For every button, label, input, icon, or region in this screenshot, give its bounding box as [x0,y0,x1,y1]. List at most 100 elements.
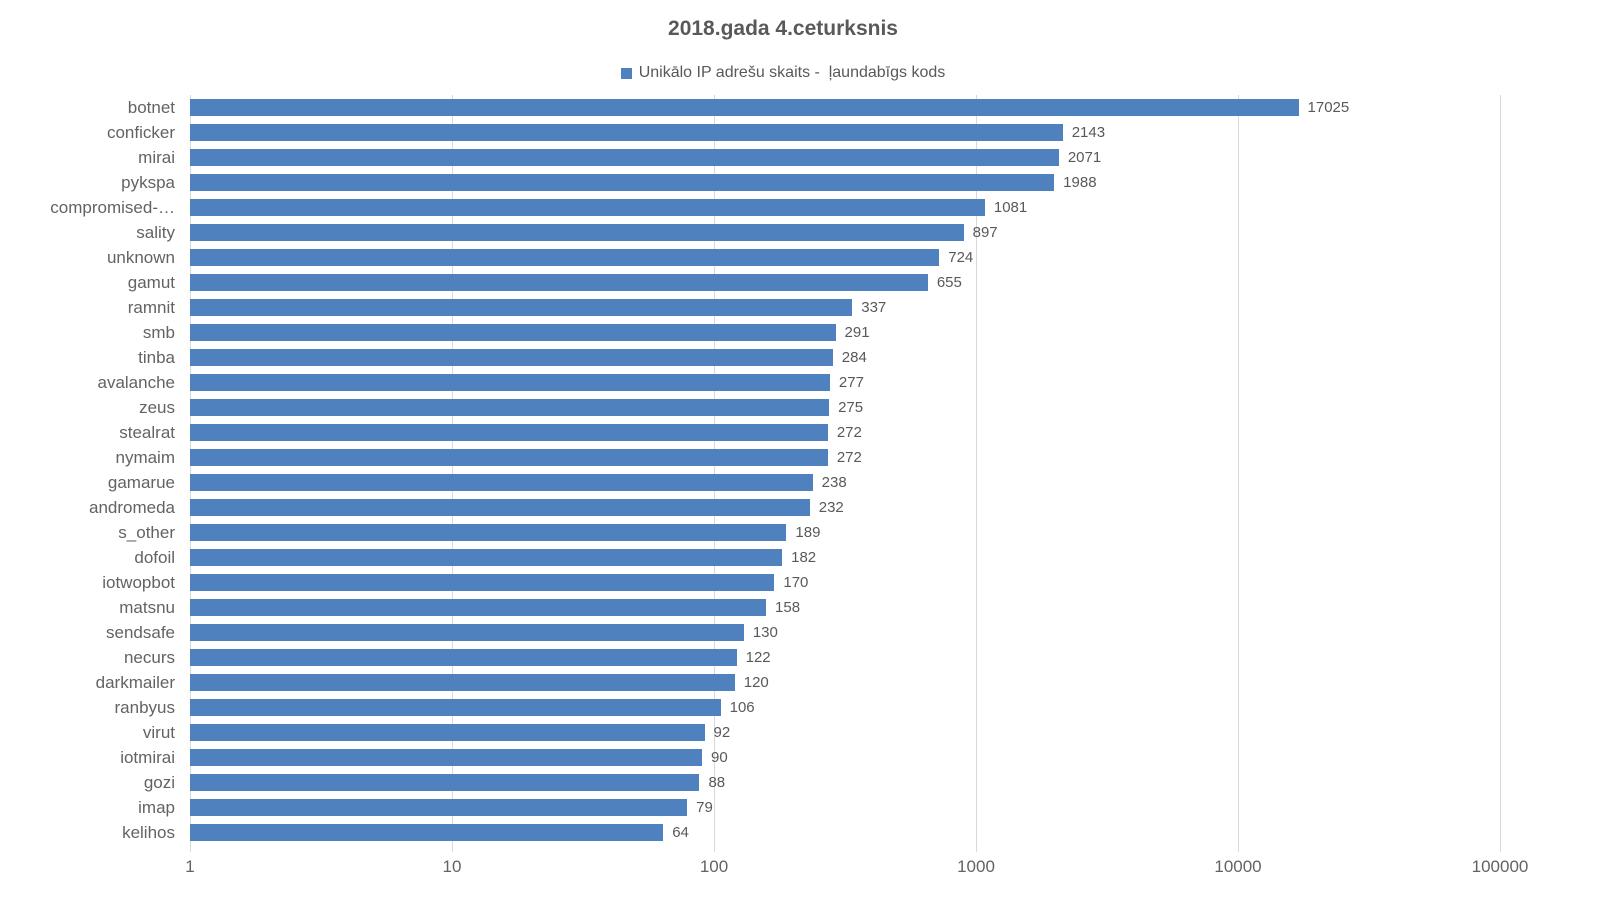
category-label: gamarue [107,472,175,492]
bar-row: darkmailer 120 [96,670,1500,695]
category-label: zeus [139,397,175,417]
category-label: avalanche [97,372,175,392]
bar-row: ramnit 337 [128,295,1500,320]
category-label: sality [136,222,175,242]
x-tick-label-100: 100 [699,857,729,876]
value-label: 272 [836,424,862,441]
bar-row: unknown 724 [107,245,1500,270]
value-label: 79 [696,799,713,816]
bar-ramnit [190,299,853,316]
value-label: 897 [972,224,998,241]
bar-kelihos [190,824,664,841]
bar-row: iotmirai 90 [120,745,1500,770]
value-label: 120 [743,674,769,691]
bar-s_other [190,524,787,541]
bar-row: virut 92 [143,720,1500,745]
gridline-100000 [1500,95,1501,852]
value-label: 106 [729,699,755,716]
bar-compromised-… [190,199,985,216]
category-label: ranbyus [114,697,175,717]
category-label: nymaim [115,447,175,467]
bar-row: iotwopbot 170 [102,570,1500,595]
bar-row: gozi 88 [144,770,1500,795]
bar-row: tinba 284 [138,345,1500,370]
bar-matsnu [190,599,767,616]
value-label: 272 [836,449,862,466]
value-label: 277 [838,374,864,391]
value-label: 64 [672,824,689,841]
legend-marker-icon [620,67,632,79]
bar-row: pykspa 1988 [121,170,1500,195]
plot-area: botnet 17025 conficker 2143 mirai 2071 pykspa 1… [50,95,1501,852]
bar-zeus [190,399,830,416]
category-label: ramnit [127,297,175,317]
bar-gamarue [190,474,813,491]
bar-row: s_other 189 [118,520,1500,545]
value-label: 182 [791,549,817,566]
bar-imap [190,799,688,816]
bar-row: dofoil 182 [134,545,1500,570]
bar-row: sendsafe 130 [106,620,1500,645]
legend-label: Unikālo IP adrešu skaits - ļaundabīgs ko… [638,64,946,81]
bar-row: mirai 2071 [138,145,1500,170]
bar-botnet [190,99,1299,116]
category-label: imap [138,797,175,817]
category-label: stealrat [119,422,175,442]
bar-andromeda [190,499,810,516]
bar-row: andromeda 232 [89,495,1500,520]
category-label: andromeda [88,497,175,517]
x-tick-label-100000: 100000 [1471,857,1529,876]
value-label: 189 [795,524,821,541]
bar-unknown [190,249,940,266]
category-label: necurs [123,647,175,667]
bar-conficker [190,124,1063,141]
category-label: kelihos [122,822,175,842]
category-label: pykspa [121,172,175,192]
value-label: 291 [844,324,870,341]
bar-row: conficker 2143 [107,120,1500,145]
bar-dofoil [190,549,783,566]
bar-row: ranbyus 106 [115,695,1500,720]
value-label: 92 [713,724,731,741]
value-label: 238 [821,474,847,491]
category-label: gamut [127,272,175,292]
category-label: dofoil [134,547,175,567]
bar-tinba [190,349,833,366]
value-label: 122 [745,649,771,666]
bar-sality [190,224,964,241]
value-label: 2071 [1067,149,1102,166]
value-label: 724 [948,249,974,266]
bar-stealrat [190,424,828,441]
bar-row: nymaim 272 [115,445,1500,470]
value-label: 90 [711,749,728,766]
category-label: sendsafe [106,622,175,642]
bar-nymaim [190,449,828,466]
category-label: iotmirai [120,747,175,767]
category-label: virut [142,722,175,742]
category-label: mirai [138,147,175,167]
bar-row: stealrat 272 [119,420,1500,445]
bar-row: matsnu 158 [119,595,1500,620]
bar-ranbyus [190,699,721,716]
gridline-10000 [1238,95,1239,852]
bar-sendsafe [190,624,744,641]
bar-rows: botnet 17025 conficker 2143 mirai 2071 pykspa 1… [50,95,1500,845]
bar-row: gamut 655 [128,270,1500,295]
bar-row: zeus 275 [139,395,1500,420]
value-label: 17025 [1307,99,1350,116]
x-tick-label-1: 1 [185,857,195,876]
category-label: iotwopbot [102,572,175,592]
bar-mirai [190,149,1059,166]
category-label: botnet [127,97,175,117]
value-label: 337 [861,299,887,316]
bar-pykspa [190,174,1055,191]
bar-iotmirai [190,749,702,766]
value-label: 284 [841,349,867,366]
value-label: 275 [838,399,864,416]
value-label: 1081 [993,199,1028,216]
category-label: darkmailer [95,672,175,692]
x-tick-label-10: 10 [442,857,462,876]
bar-row: smb 291 [143,320,1500,345]
bar-gamut [190,274,928,291]
